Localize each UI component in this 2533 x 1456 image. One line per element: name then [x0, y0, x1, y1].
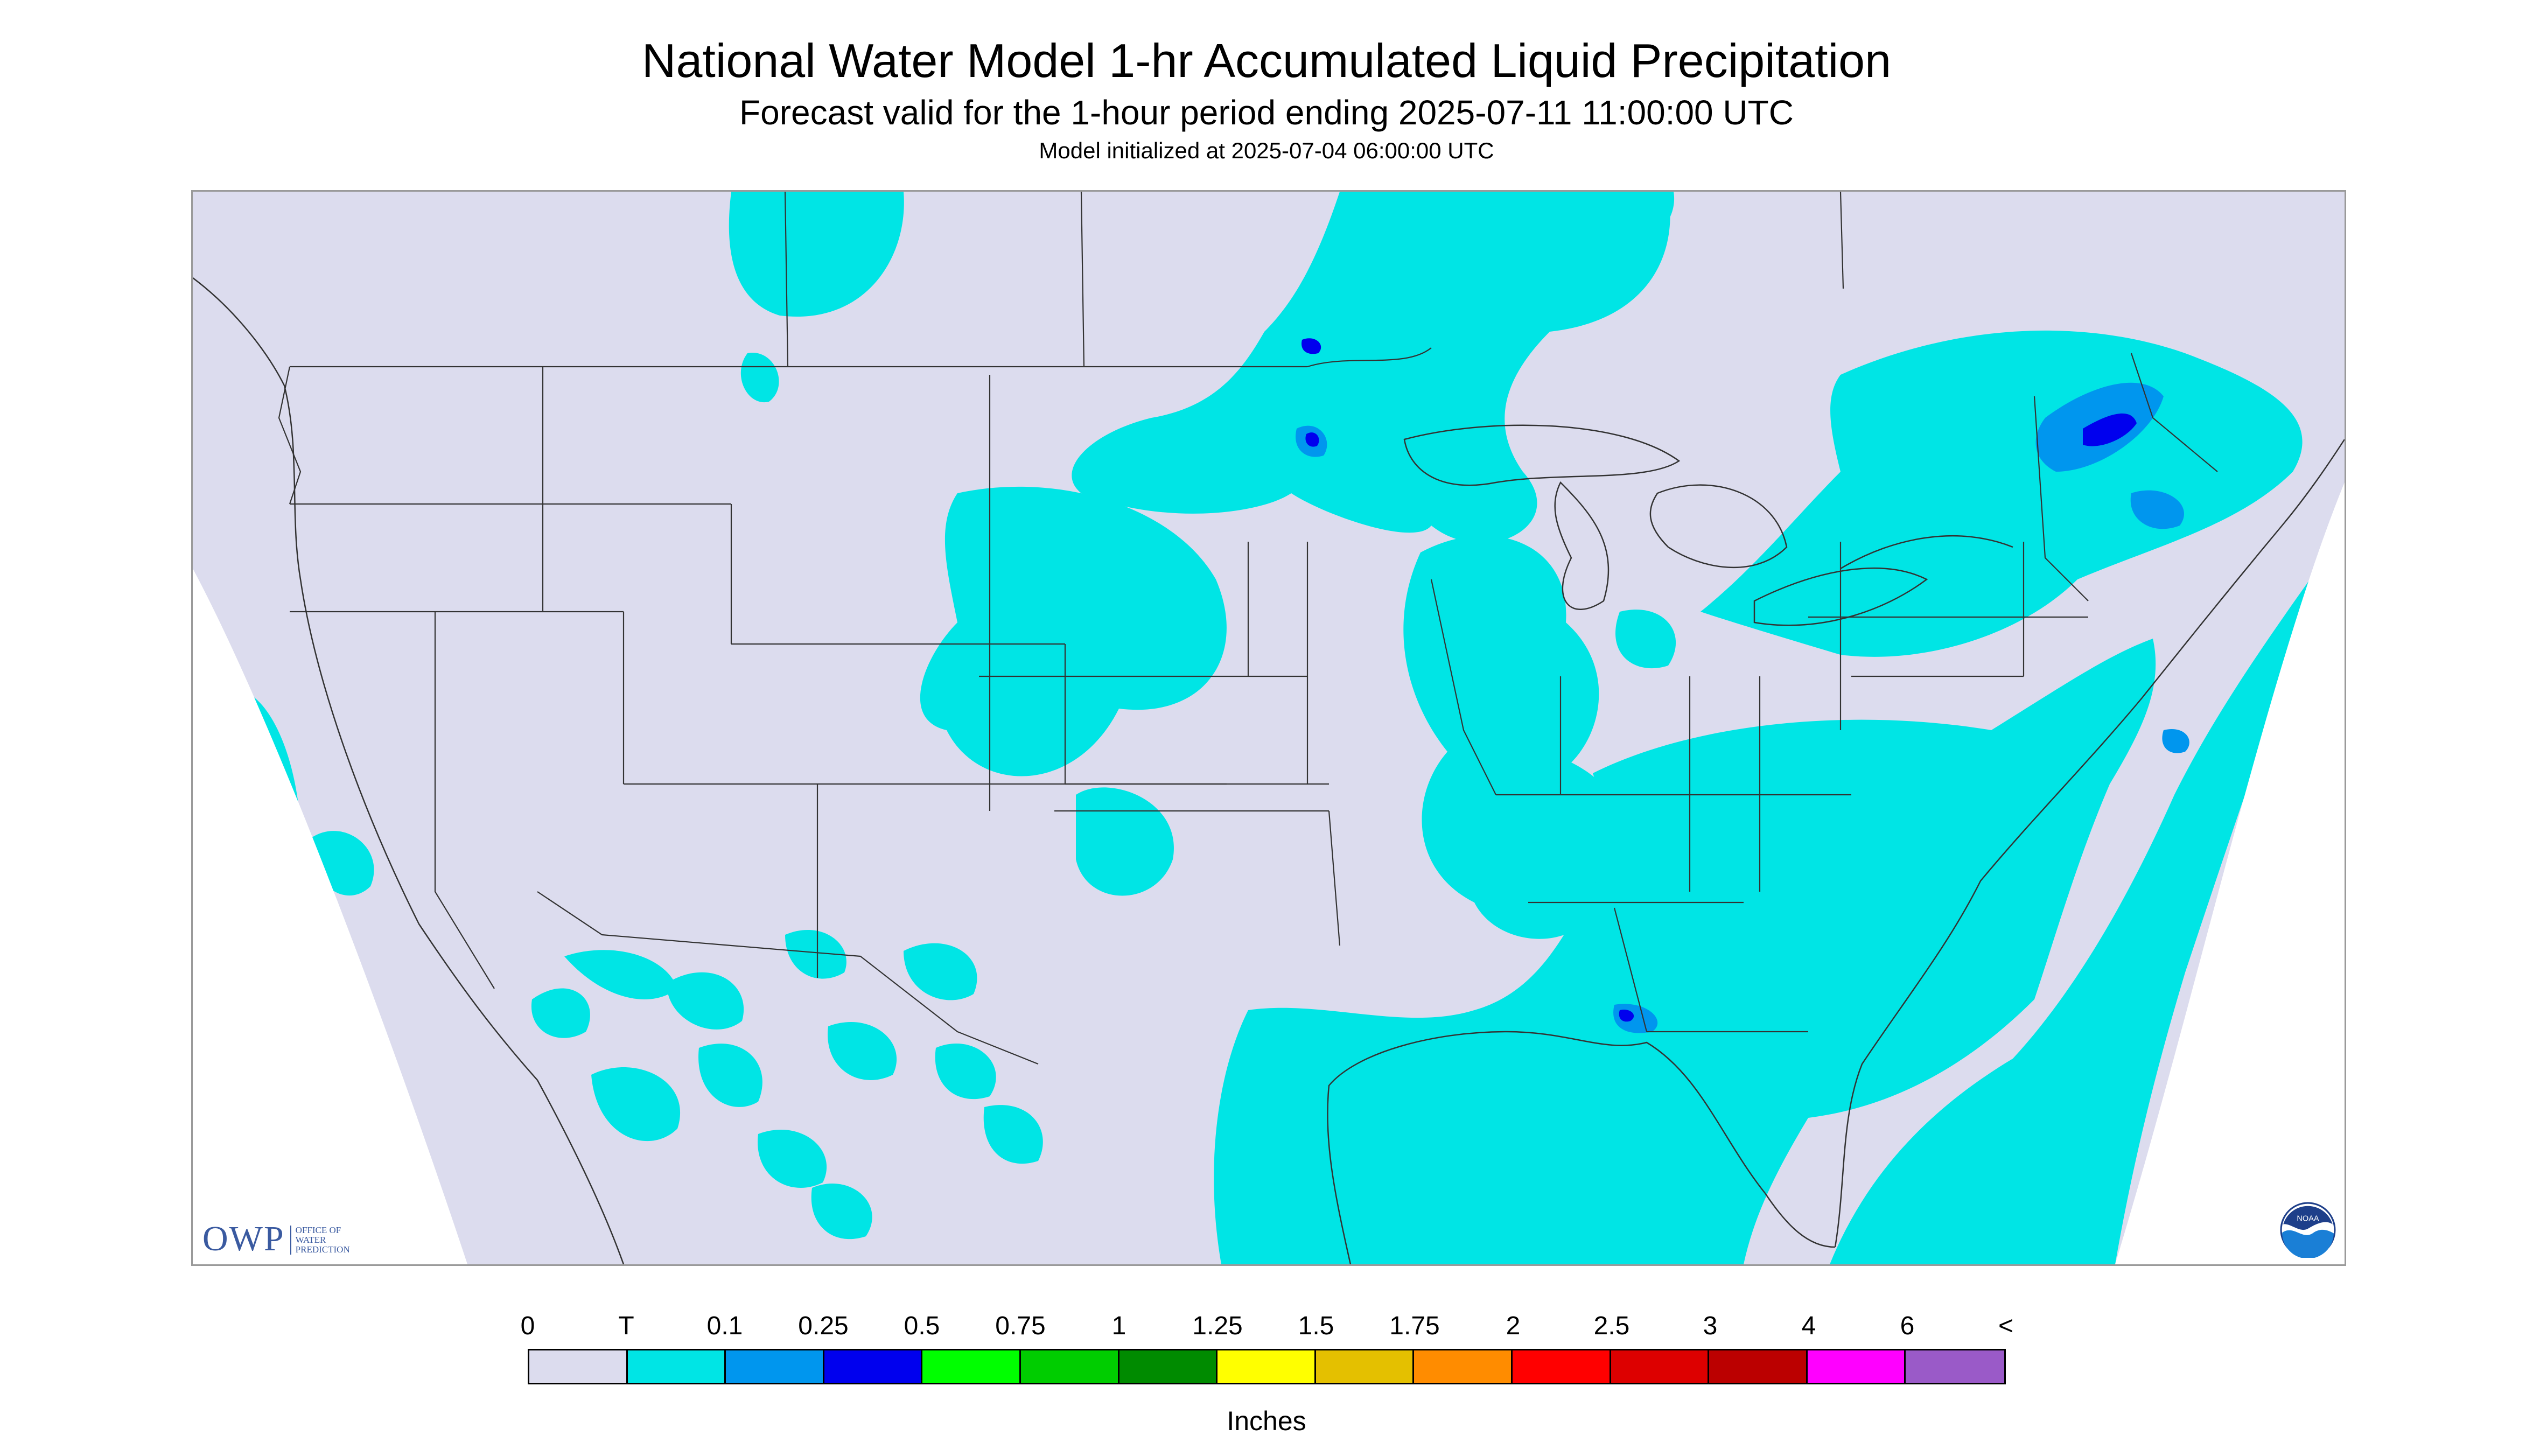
owp-logo-line-1: OFFICE OF [295, 1225, 341, 1236]
map-title: National Water Model 1-hr Accumulated Li… [641, 34, 1892, 87]
legend-tick-label: T [618, 1312, 634, 1340]
legend-swatch [1020, 1350, 1119, 1383]
legend-swatch [1119, 1350, 1218, 1383]
noaa-logo: NOAA [2280, 1202, 2336, 1258]
owp-logo-line-2: WATER [295, 1235, 326, 1245]
legend-tick-label: 0.75 [995, 1312, 1046, 1340]
legend-swatch [1611, 1350, 1710, 1383]
legend-swatch [726, 1350, 824, 1383]
legend-tick-label: 0.5 [904, 1312, 940, 1340]
legend-swatch [1512, 1350, 1611, 1383]
legend-swatch [922, 1350, 1021, 1383]
legend-tick-label: 0.25 [798, 1312, 849, 1340]
owp-logo-line-3: PREDICTION [295, 1244, 350, 1255]
legend-tick-label: 1.5 [1298, 1312, 1334, 1340]
legend-tick-label: 2.5 [1593, 1312, 1630, 1340]
moderate-precip-areas [1302, 338, 2137, 1022]
precipitation-map: OWP OFFICE OF WATER PREDICTION NOAA [191, 190, 2346, 1266]
legend-color-bar [528, 1349, 2006, 1384]
legend-swatch [627, 1350, 726, 1383]
legend-swatch [1414, 1350, 1513, 1383]
outside-domain-left [193, 569, 467, 1264]
legend-swatch [1217, 1350, 1316, 1383]
owp-logo-text: OFFICE OF WATER PREDICTION [290, 1226, 350, 1255]
legend-tick-label: 1 [1111, 1312, 1126, 1340]
owp-logo-mark: OWP [202, 1219, 285, 1258]
legend-swatch [1807, 1350, 1906, 1383]
forecast-valid-subtitle: Forecast valid for the 1-hour period end… [739, 93, 1794, 132]
legend-tick-label: 2 [1506, 1312, 1521, 1340]
coastlines-and-lakes [193, 277, 2345, 1264]
map-canvas [193, 192, 2345, 1264]
legend-tick-label: 3 [1703, 1312, 1718, 1340]
legend-tick-label: 6 [1900, 1312, 1915, 1340]
legend-labels: 0 T 0.1 0.25 0.5 0.75 1 1.25 1.5 1.75 2 2.5 3 4 6 < [521, 1311, 2013, 1343]
legend-swatch [1906, 1350, 2004, 1383]
noaa-logo-text: NOAA [2297, 1214, 2319, 1223]
legend-swatch [1709, 1350, 1808, 1383]
legend-swatch [824, 1350, 923, 1383]
outside-domain-right [2115, 482, 2345, 1264]
model-init-line: Model initialized at 2025-07-04 06:00:00… [1039, 138, 1494, 163]
owp-logo: OWP OFFICE OF WATER PREDICTION [202, 1221, 350, 1257]
state-and-national-boundaries [278, 192, 2218, 1065]
legend-units-label: Inches [1227, 1406, 1306, 1436]
legend-tick-label: 1.25 [1192, 1312, 1243, 1340]
legend-tick-label: 1.75 [1389, 1312, 1440, 1340]
legend-tick-label: 0 [520, 1312, 535, 1340]
legend-tick-label: 0.1 [706, 1312, 743, 1340]
legend-swatch [1316, 1350, 1415, 1383]
legend-swatch [529, 1350, 628, 1383]
legend-tick-label: < [1998, 1312, 2014, 1340]
legend-tick-label: 4 [1801, 1312, 1816, 1340]
